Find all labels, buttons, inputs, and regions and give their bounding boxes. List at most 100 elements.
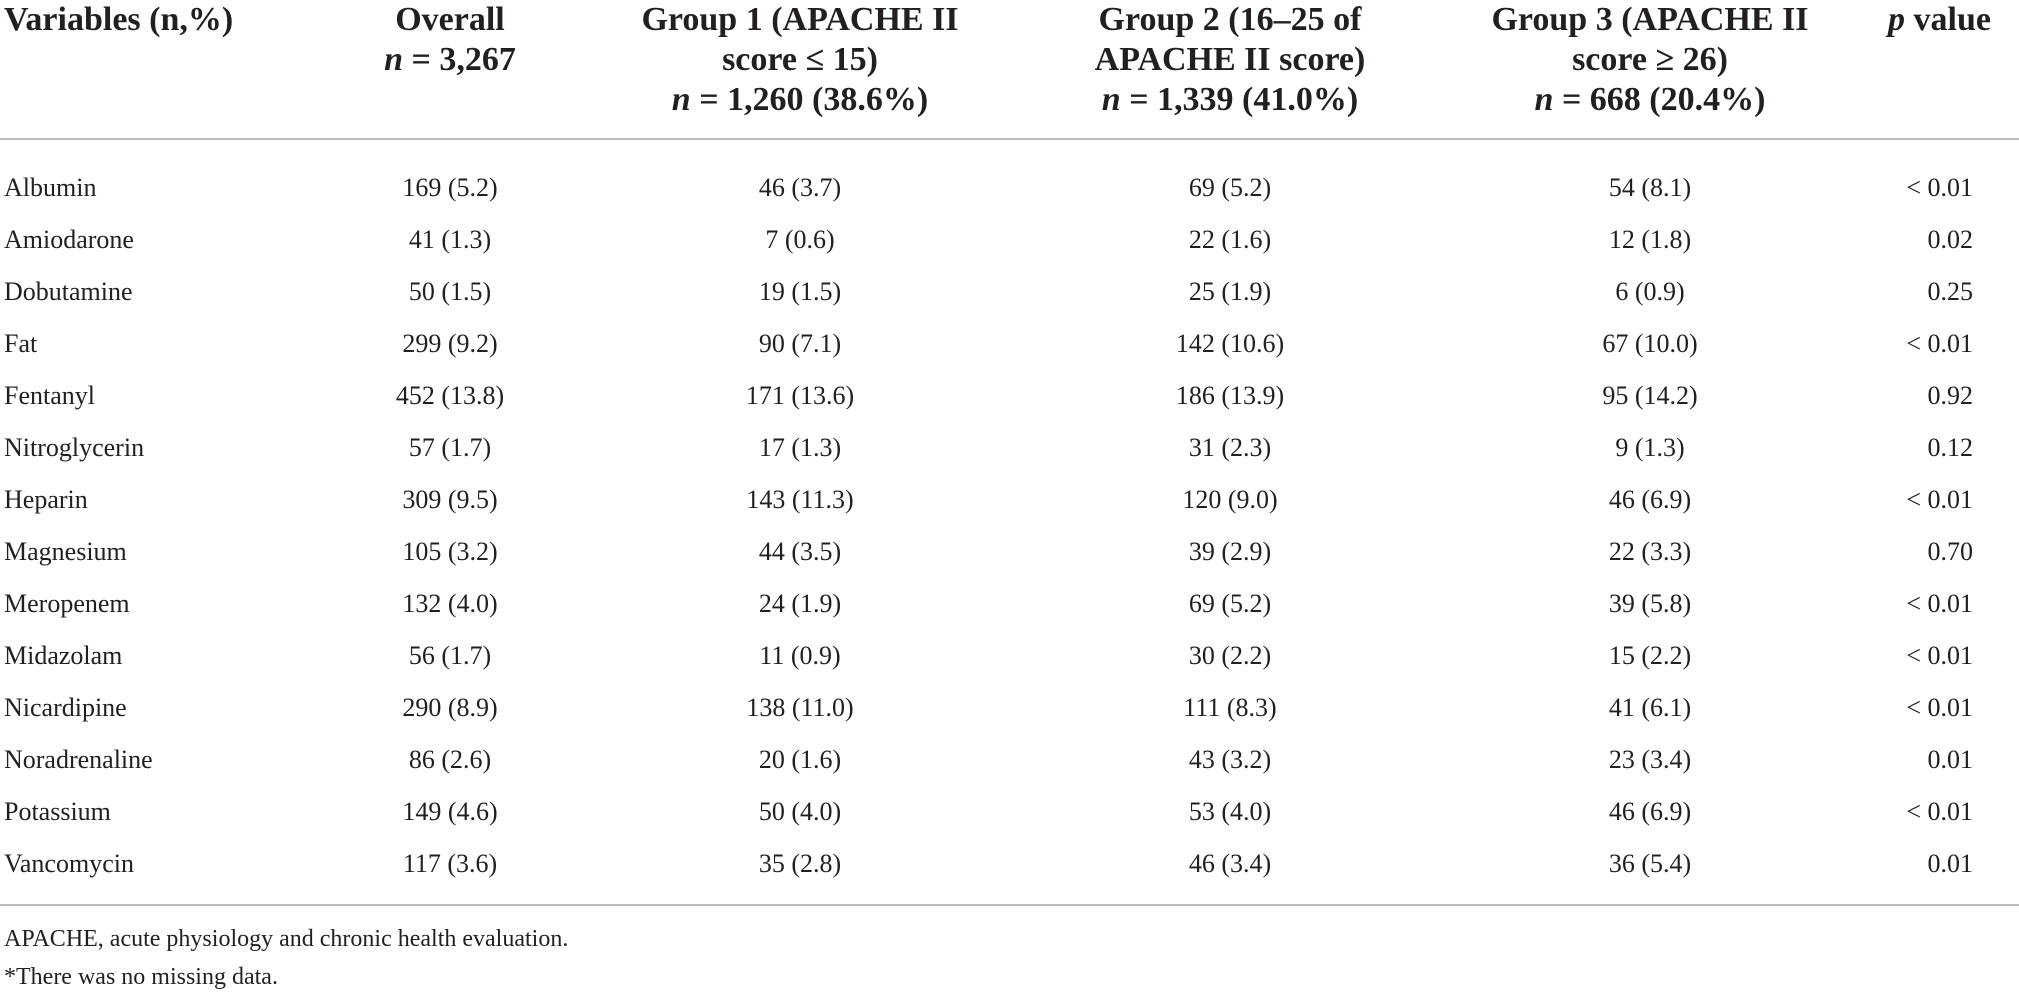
header-line: score ≤ 15) <box>580 40 1020 80</box>
p-value-cell: 0.12 <box>1927 433 1974 462</box>
header-text: APACHE II score) <box>1094 41 1366 78</box>
table-row: Magnesium 105 (3.2) 44 (3.5) 39 (2.9) 22 (3.… <box>0 526 2019 578</box>
overall-cell: 56 (1.7) <box>408 641 492 670</box>
table-row: Nitroglycerin 57 (1.7) 17 (1.3) 31 (2.3) 9 (… <box>0 422 2019 474</box>
group-3-cell: 6 (0.9) <box>1615 277 1685 306</box>
footnote-abbreviation: APACHE, acute physiology and chronic hea… <box>4 926 569 952</box>
header-line: Overall <box>320 0 580 40</box>
group-1-cell: 17 (1.3) <box>758 433 842 462</box>
p-value-cell: < 0.01 <box>1906 485 1973 514</box>
header-text: score ≤ 15) <box>722 41 878 78</box>
overall-cell: 290 (8.9) <box>402 693 498 722</box>
header-line: p value <box>1860 0 1991 40</box>
group-3-cell: 9 (1.3) <box>1615 433 1685 462</box>
group-1-cell: 24 (1.9) <box>758 589 842 618</box>
italic-symbol: n <box>384 41 404 78</box>
header-text: = 3,267 <box>403 41 516 78</box>
group-1-cell: 20 (1.6) <box>758 745 842 774</box>
header-overall: Overall n = 3,267 <box>320 0 580 140</box>
overall-cell: 57 (1.7) <box>408 433 492 462</box>
group-3-cell: 67 (10.0) <box>1602 329 1698 358</box>
header-group-2: Group 2 (16–25 of APACHE II score) n = 1,3… <box>1020 0 1440 140</box>
footnote-missing-data: *There was no missing data. <box>4 964 278 990</box>
overall-cell: 86 (2.6) <box>408 745 492 774</box>
table-row: Vancomycin 117 (3.6) 35 (2.8) 46 (3.4) 36 (5… <box>0 838 2019 906</box>
table-header: Variables (n,%) Overall n = 3,267 Group 1 (… <box>0 0 2019 140</box>
variable-cell: Albumin <box>4 173 97 202</box>
header-text: Group 1 (APACHE II <box>641 1 959 38</box>
overall-cell: 132 (4.0) <box>402 589 498 618</box>
p-value-cell: < 0.01 <box>1906 173 1973 202</box>
header-p-value: p value <box>1860 0 2019 140</box>
group-1-cell: 46 (3.7) <box>758 173 842 202</box>
table-row: Noradrenaline 86 (2.6) 20 (1.6) 43 (3.2) 23 … <box>0 734 2019 786</box>
variable-cell: Vancomycin <box>0 838 320 906</box>
table-row: Meropenem 132 (4.0) 24 (1.9) 69 (5.2) 39 (5.… <box>0 578 2019 630</box>
italic-symbol: n <box>671 81 691 118</box>
medication-table: Variables (n,%) Overall n = 3,267 Group 1 (… <box>0 0 2019 906</box>
header-line: Group 1 (APACHE II <box>580 0 1020 40</box>
group-1-cell: 171 (13.6) <box>745 381 855 410</box>
variable-cell: Nicardipine <box>4 693 127 722</box>
variable-cell: Heparin <box>4 485 88 514</box>
header-text: Overall <box>395 1 505 38</box>
header-line: Group 3 (APACHE II <box>1440 0 1860 40</box>
table-footnotes: APACHE, acute physiology and chronic hea… <box>4 920 568 996</box>
overall-cell: 149 (4.6) <box>402 797 498 826</box>
variable-cell: Fat <box>4 329 38 358</box>
p-value-cell: < 0.01 <box>1906 329 1973 358</box>
group-1-cell: 7 (0.6) <box>765 225 835 254</box>
variable-cell: Amiodarone <box>4 225 134 254</box>
group-3-cell: 22 (3.3) <box>1608 537 1692 566</box>
header-variables: Variables (n,%) <box>0 0 320 140</box>
variable-cell: Noradrenaline <box>4 745 153 774</box>
group-1-cell: 35 (2.8) <box>580 838 1020 906</box>
overall-cell: 117 (3.6) <box>320 838 580 906</box>
overall-cell: 169 (5.2) <box>402 173 498 202</box>
variable-cell: Meropenem <box>4 589 130 618</box>
header-text: Group 2 (16–25 of <box>1098 1 1362 38</box>
group-3-cell: 41 (6.1) <box>1608 693 1692 722</box>
group-3-cell: 23 (3.4) <box>1608 745 1692 774</box>
header-text: = 668 (20.4%) <box>1553 81 1766 118</box>
group-2-cell: 30 (2.2) <box>1188 641 1272 670</box>
group-1-cell: 11 (0.9) <box>759 641 841 670</box>
italic-symbol: n <box>1101 81 1121 118</box>
group-3-cell: 95 (14.2) <box>1602 381 1698 410</box>
header-line: n = 1,260 (38.6%) <box>580 80 1020 120</box>
header-line: n = 1,339 (41.0%) <box>1020 80 1440 120</box>
p-value-cell: 0.70 <box>1927 537 1974 566</box>
group-3-cell: 54 (8.1) <box>1608 173 1692 202</box>
header-text: = 1,339 (41.0%) <box>1120 81 1359 118</box>
overall-cell: 41 (1.3) <box>408 225 492 254</box>
header-row: Variables (n,%) Overall n = 3,267 Group 1 (… <box>0 0 2019 140</box>
group-2-cell: 142 (10.6) <box>1175 329 1285 358</box>
group-3-cell: 36 (5.4) <box>1440 838 1860 906</box>
italic-symbol: n <box>1534 81 1554 118</box>
overall-cell: 299 (9.2) <box>402 329 498 358</box>
table-row: Heparin 309 (9.5) 143 (11.3) 120 (9.0) 46 (6… <box>0 474 2019 526</box>
variable-cell: Nitroglycerin <box>4 433 145 462</box>
table-row: Dobutamine 50 (1.5) 19 (1.5) 25 (1.9) 6 (0.9… <box>0 266 2019 318</box>
italic-symbol: p <box>1888 1 1906 38</box>
header-line: APACHE II score) <box>1020 40 1440 80</box>
p-value-cell: < 0.01 <box>1906 797 1973 826</box>
group-2-cell: 111 (8.3) <box>1183 693 1277 722</box>
variable-cell: Fentanyl <box>4 381 95 410</box>
p-value-cell: < 0.01 <box>1906 693 1973 722</box>
group-2-cell: 120 (9.0) <box>1182 485 1278 514</box>
table-row: Midazolam 56 (1.7) 11 (0.9) 30 (2.2) 15 (2.2… <box>0 630 2019 682</box>
table-row: Fentanyl 452 (13.8) 171 (13.6) 186 (13.9) 95… <box>0 370 2019 422</box>
table-row: Potassium 149 (4.6) 50 (4.0) 53 (4.0) 46 (6.… <box>0 786 2019 838</box>
overall-cell: 452 (13.8) <box>395 381 505 410</box>
header-text: = 1,260 (38.6%) <box>690 81 929 118</box>
p-value-cell: < 0.01 <box>1906 589 1973 618</box>
table-row: Amiodarone 41 (1.3) 7 (0.6) 22 (1.6) 12 (1.8… <box>0 214 2019 266</box>
header-line: Variables (n,%) <box>4 0 320 40</box>
header-line: n = 668 (20.4%) <box>1440 80 1860 120</box>
p-value-cell: < 0.01 <box>1906 641 1973 670</box>
header-line: Group 2 (16–25 of <box>1020 0 1440 40</box>
variable-cell: Midazolam <box>4 641 123 670</box>
table-row: Fat 299 (9.2) 90 (7.1) 142 (10.6) 67 (10.0) <… <box>0 318 2019 370</box>
